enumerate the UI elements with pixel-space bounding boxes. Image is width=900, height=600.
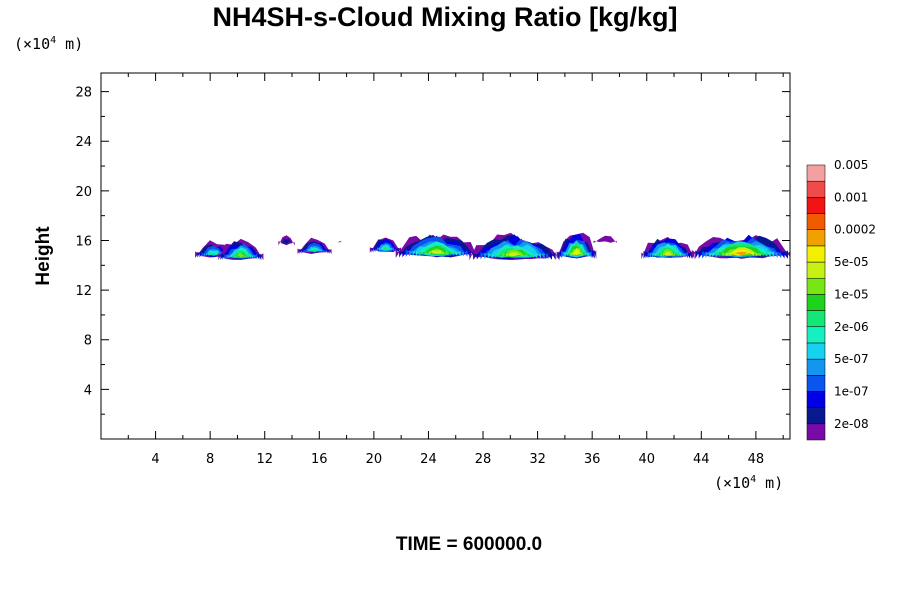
cloud-contour bbox=[663, 251, 673, 256]
colorbar-label: 0.0002 bbox=[834, 223, 876, 237]
y-tick-label: 20 bbox=[75, 185, 92, 200]
colorbar-swatch bbox=[806, 180, 826, 198]
y-tick-label: 24 bbox=[75, 135, 92, 150]
cloud-contour bbox=[593, 235, 617, 243]
colorbar-swatch bbox=[806, 391, 826, 408]
cloud-contour bbox=[338, 240, 342, 243]
y-axis-unit: (×104 m) bbox=[14, 35, 83, 53]
colorbar-swatch bbox=[806, 277, 826, 295]
x-tick-label: 44 bbox=[693, 452, 710, 467]
colorbar-label: 0.001 bbox=[834, 190, 868, 204]
y-axis-label: Height bbox=[33, 226, 54, 286]
colorbar-swatch bbox=[806, 229, 826, 247]
time-label: TIME = 600000.0 bbox=[396, 534, 542, 555]
colorbar-swatch bbox=[806, 407, 826, 425]
x-axis-unit: (×104 m) bbox=[714, 474, 783, 492]
colorbar-swatch bbox=[806, 358, 826, 376]
colorbar-swatch bbox=[806, 342, 826, 360]
cloud-field bbox=[195, 232, 790, 261]
y-tick-label: 28 bbox=[75, 86, 92, 101]
colorbar-swatch bbox=[806, 375, 826, 392]
colorbar-swatch bbox=[806, 213, 826, 230]
colorbar-label: 5e-07 bbox=[834, 352, 869, 366]
x-tick-label: 40 bbox=[638, 452, 655, 467]
x-tick-label: 20 bbox=[366, 452, 383, 467]
colorbar-label: 2e-06 bbox=[834, 320, 869, 334]
cloud-contour bbox=[236, 252, 245, 258]
colorbar-label: 1e-05 bbox=[834, 287, 869, 301]
x-tick-label: 4 bbox=[151, 452, 159, 467]
colorbar-swatch bbox=[806, 294, 826, 311]
cloud-contour bbox=[311, 249, 318, 252]
colorbar-swatch bbox=[806, 310, 826, 328]
cloud-contour bbox=[506, 252, 523, 257]
x-tick-label: 28 bbox=[475, 452, 492, 467]
colorbar-swatch bbox=[806, 197, 826, 214]
cloud-contour bbox=[732, 251, 751, 256]
colorbar-label: 2e-08 bbox=[834, 417, 869, 431]
colorbar-swatch bbox=[806, 326, 826, 344]
colorbar-swatch bbox=[806, 261, 826, 279]
cloud-contour bbox=[572, 250, 580, 256]
y-tick-label: 8 bbox=[84, 334, 92, 349]
colorbar-label: 5e-05 bbox=[834, 255, 869, 269]
x-tick-label: 36 bbox=[584, 452, 601, 467]
cloud-contour bbox=[210, 252, 217, 256]
plot-frame bbox=[100, 72, 791, 440]
y-tick-label: 4 bbox=[84, 383, 92, 398]
x-tick-label: 24 bbox=[420, 452, 437, 467]
x-tick-label: 32 bbox=[529, 452, 546, 467]
colorbar: 2e-08 1e-07 5e-07 2e-06 1e-05 5e-05 0.0002 0.00… bbox=[806, 158, 876, 441]
cloud-contour bbox=[429, 250, 444, 255]
colorbar-label: 1e-07 bbox=[834, 384, 869, 398]
y-tick-label: 12 bbox=[75, 284, 92, 299]
colorbar-swatch bbox=[806, 164, 826, 182]
cloud-contour bbox=[382, 246, 389, 251]
y-tick-label: 16 bbox=[75, 234, 92, 249]
chart-title: NH4SH-s-Cloud Mixing Ratio [kg/kg] bbox=[213, 2, 678, 32]
x-tick-label: 16 bbox=[311, 452, 328, 467]
colorbar-label: 0.005 bbox=[834, 158, 868, 172]
colorbar-swatch bbox=[806, 423, 826, 441]
x-tick-label: 48 bbox=[748, 452, 765, 467]
x-tick-label: 12 bbox=[256, 452, 273, 467]
cloud-contour bbox=[285, 241, 288, 244]
colorbar-swatch bbox=[806, 245, 826, 263]
x-tick-label: 8 bbox=[206, 452, 214, 467]
